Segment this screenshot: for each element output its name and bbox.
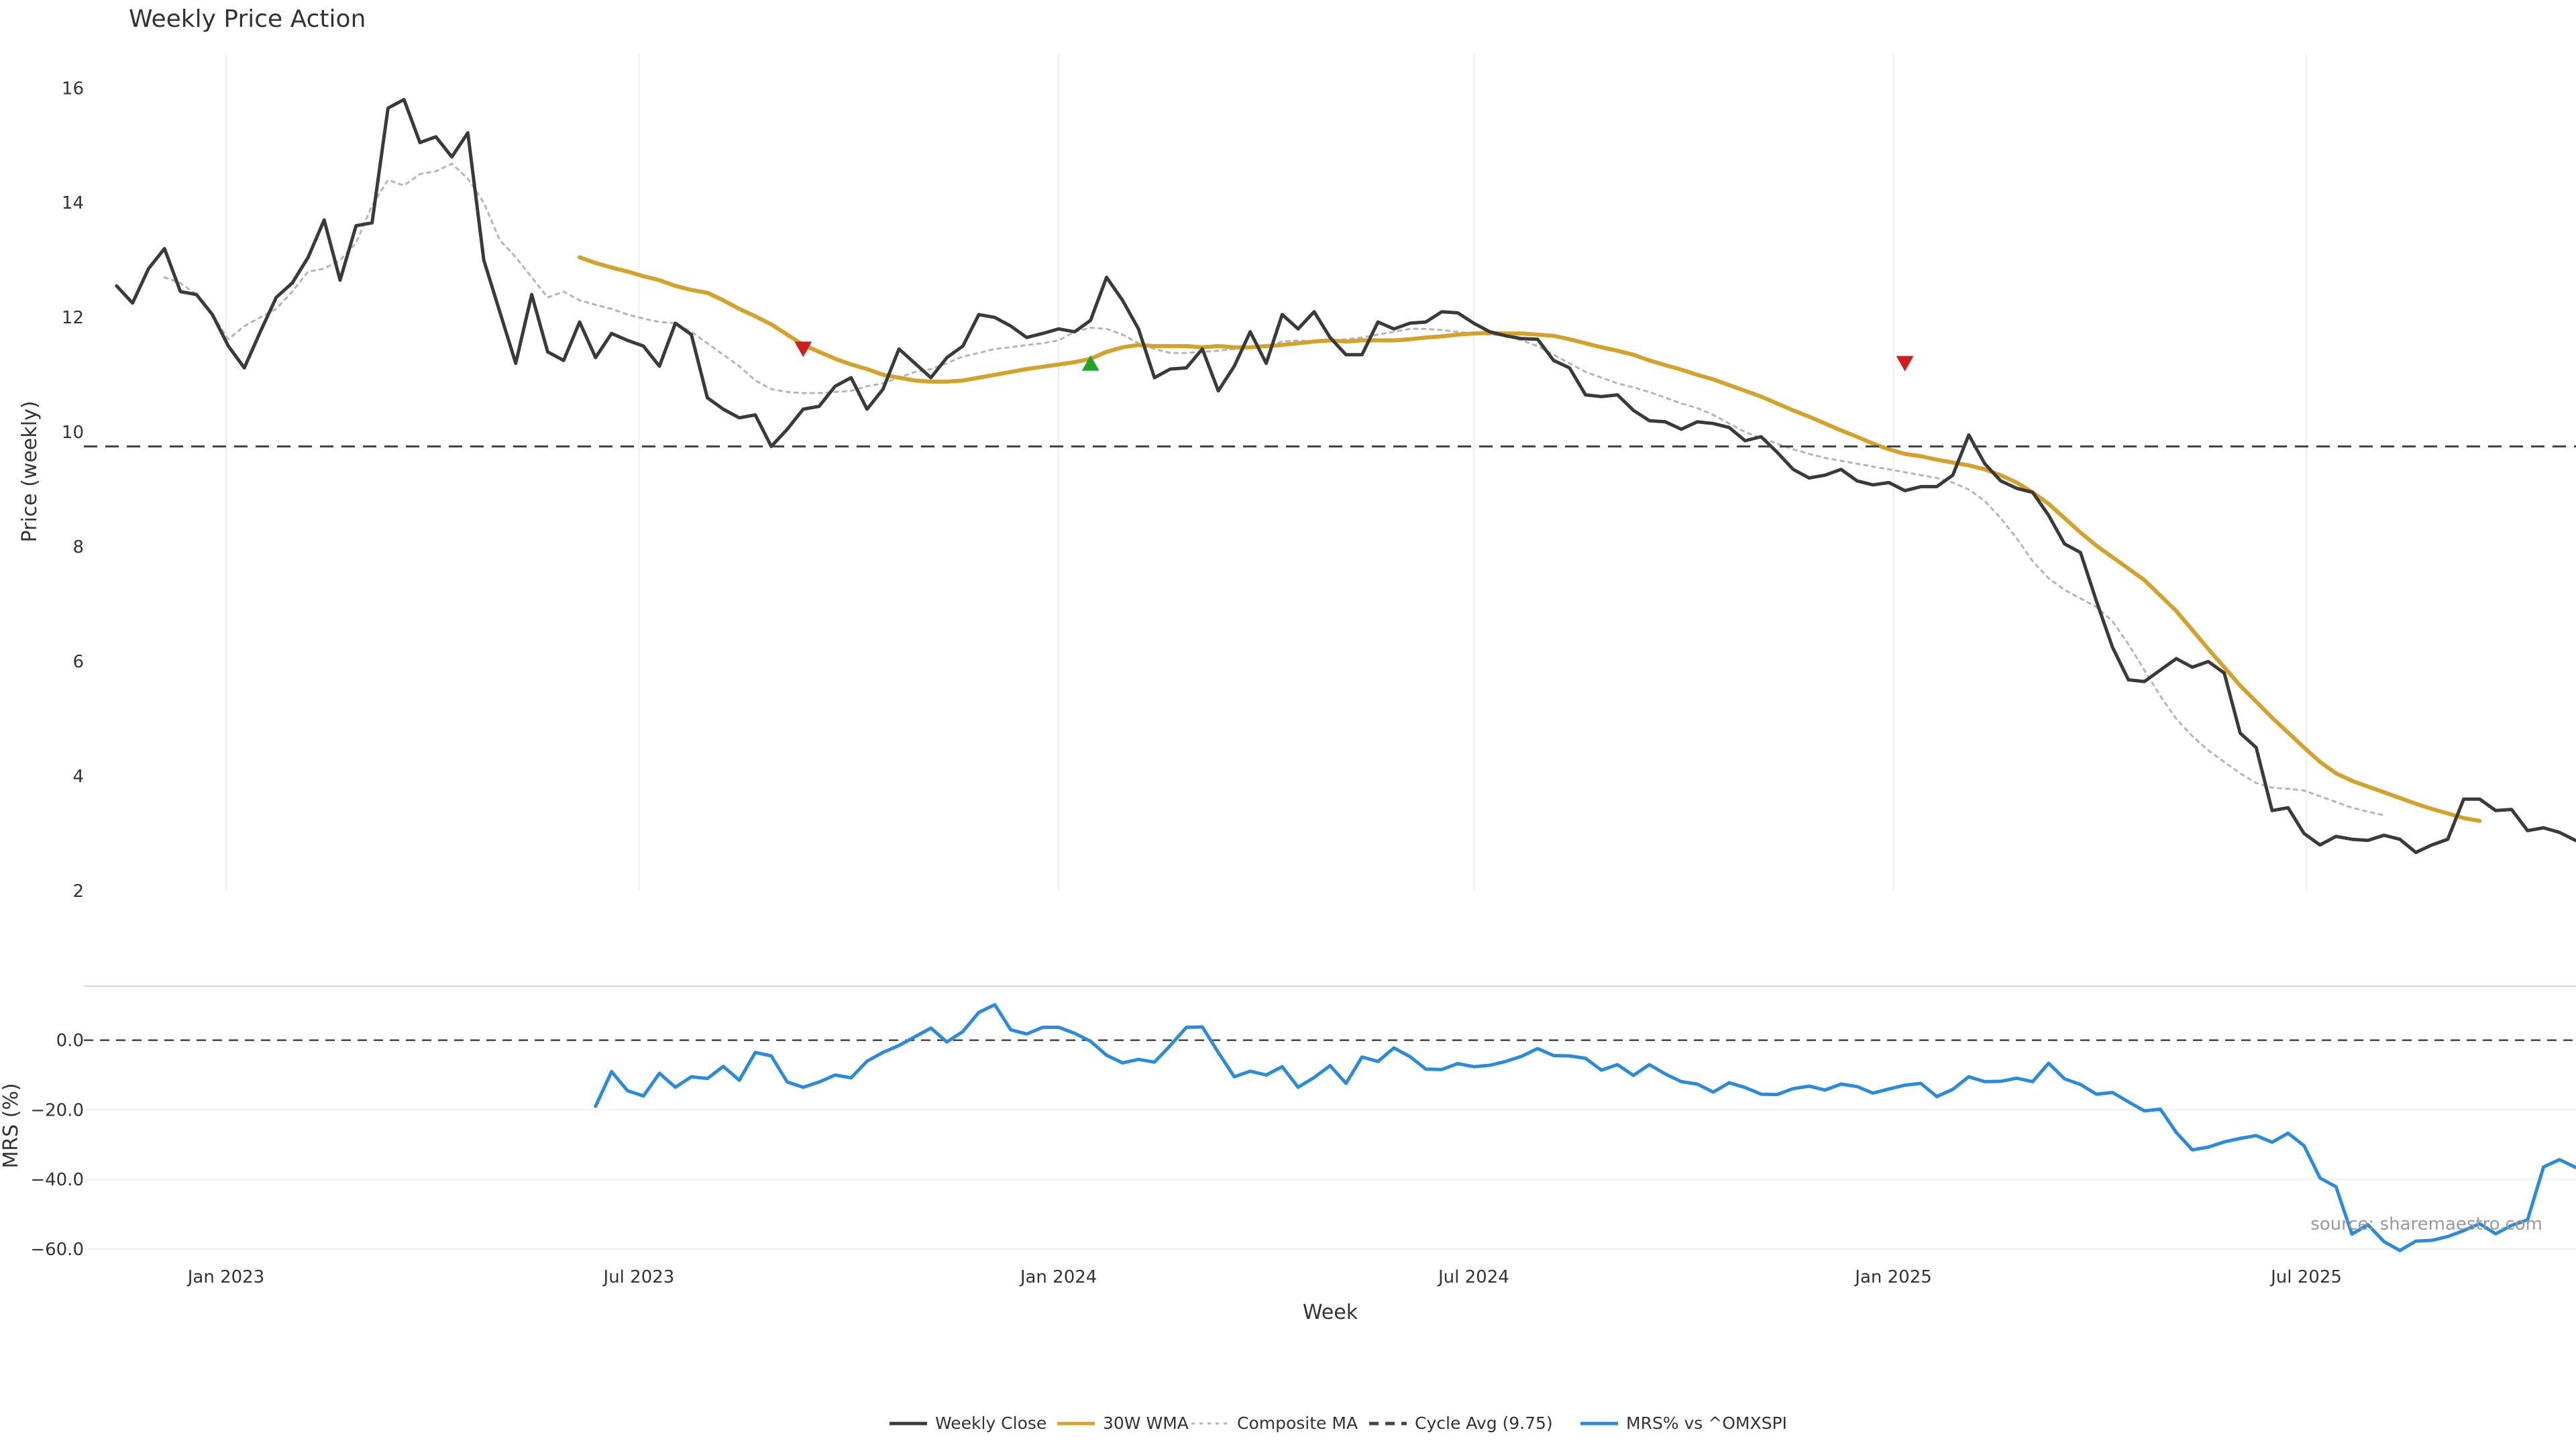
legend-label: Weekly Close <box>935 1413 1046 1433</box>
x-tick-label: Jan 2023 <box>186 1267 265 1287</box>
price-y-tick-label: 8 <box>72 537 84 557</box>
week-axis-label: Week <box>1303 1301 1358 1324</box>
price-y-tick-label: 2 <box>72 881 84 902</box>
price-series <box>84 97 2576 855</box>
source-note: source: sharemaestro.com <box>2310 1214 2542 1234</box>
x-tick-label: Jan 2025 <box>1854 1267 1932 1287</box>
mrs-y-tick-label: −20.0 <box>30 1100 84 1120</box>
legend-label: Cycle Avg (9.75) <box>1415 1413 1553 1433</box>
mrs-y-tick-label: −60.0 <box>30 1240 84 1260</box>
legend-label: 30W WMA <box>1103 1413 1189 1433</box>
price-gridlines <box>225 54 2307 891</box>
legend-item: Cycle Avg (9.75) <box>1369 1413 1553 1433</box>
30w-wma-line <box>578 255 2482 823</box>
price-y-tick-label: 10 <box>62 423 84 443</box>
legend: Weekly Close 30W WMA Composite MA Cycle Avg… <box>890 1413 1787 1433</box>
sell-signal-marker <box>1896 356 1914 372</box>
mrs-series <box>594 1003 2576 1252</box>
x-ticks: Jan 2023 Jul 2023 Jan 2024 Jul 2024 Jan 2025… <box>186 1267 2342 1287</box>
price-y-tick-label: 6 <box>72 652 84 672</box>
mrs-axis-label: MRS (%) <box>0 1083 23 1168</box>
signal-markers <box>794 341 1914 372</box>
price-y-tick-label: 4 <box>72 767 84 787</box>
legend-item: 30W WMA <box>1057 1413 1189 1433</box>
x-tick-label: Jul 2025 <box>2269 1267 2342 1287</box>
legend-item: Weekly Close <box>890 1413 1046 1433</box>
x-tick-label: Jul 2023 <box>602 1267 675 1287</box>
weekly-close-line <box>115 97 2576 855</box>
legend-item: MRS% vs ^OMXSPI <box>1580 1413 1787 1433</box>
mrs-y-ticks: 0.0 −20.0 −40.0 −60.0 <box>30 1031 84 1260</box>
price-axis-label: Price (weekly) <box>18 400 42 542</box>
x-tick-label: Jul 2024 <box>1437 1267 1509 1287</box>
price-y-tick-label: 16 <box>62 78 84 99</box>
legend-label: Composite MA <box>1237 1413 1358 1433</box>
price-y-tick-label: 14 <box>62 193 84 213</box>
buy-signal-marker <box>1081 355 1099 371</box>
mrs-y-tick-label: 0.0 <box>56 1031 84 1051</box>
price-y-ticks: 2 4 6 8 10 12 14 16 <box>62 78 84 902</box>
chart-title: Weekly Price Action <box>129 5 366 33</box>
legend-label: MRS% vs ^OMXSPI <box>1626 1413 1787 1433</box>
x-tick-label: Jan 2024 <box>1019 1267 1097 1287</box>
mrs-line <box>594 1003 2576 1252</box>
legend-item: Composite MA <box>1191 1413 1358 1433</box>
price-y-tick-label: 12 <box>62 308 84 328</box>
sell-signal-marker <box>794 341 812 358</box>
mrs-y-tick-label: −40.0 <box>30 1170 84 1190</box>
